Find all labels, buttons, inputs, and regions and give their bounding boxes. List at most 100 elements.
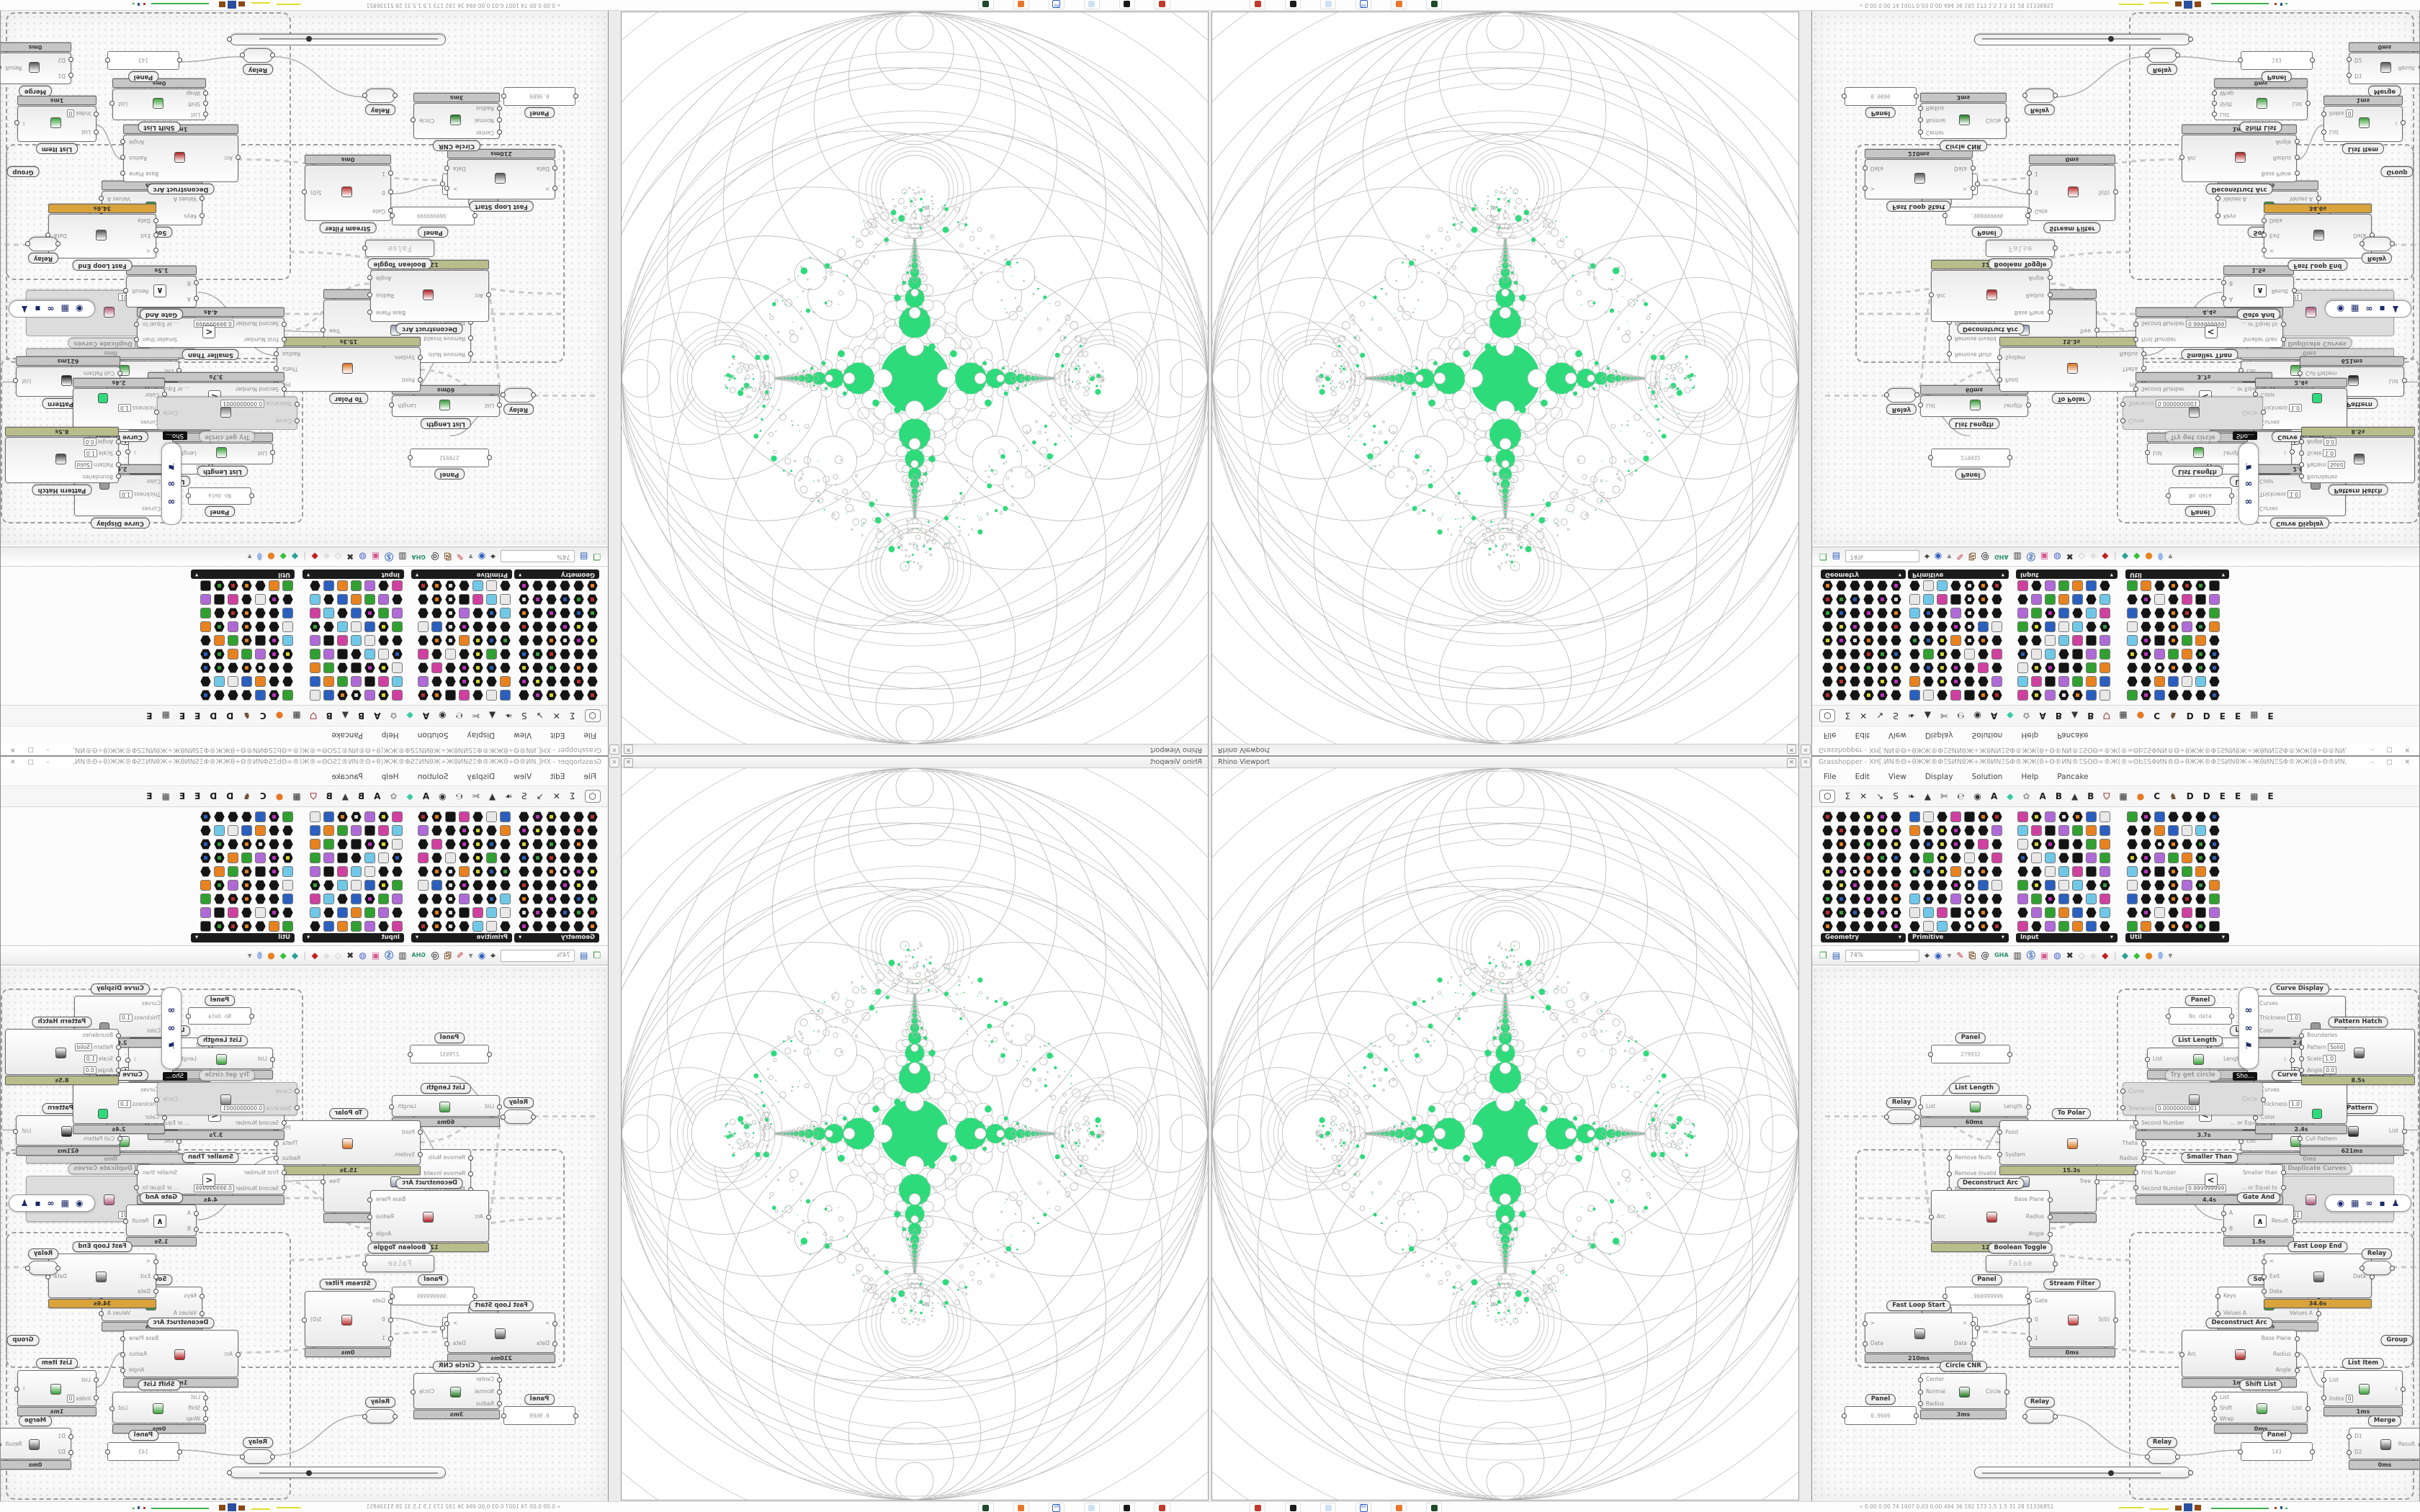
- component-nameplate[interactable]: Deconstruct Arc: [1957, 323, 2024, 334]
- gh-component-number-slider[interactable]: [227, 34, 446, 45]
- input-port[interactable]: [282, 387, 287, 392]
- component-icon[interactable]: [1876, 906, 1888, 919]
- menu-item-solution[interactable]: Solution: [1971, 773, 2003, 781]
- gh-component-fast-loop-end[interactable]: Fast Loop End < Exit Data Data 34.6s: [45, 1241, 158, 1308]
- component-icon[interactable]: [1936, 906, 1948, 919]
- panel-label-primitive[interactable]: Primitive ▾: [1908, 570, 2009, 579]
- component-icon[interactable]: [1876, 920, 1888, 932]
- tab-plugin-4[interactable]: B: [2055, 791, 2062, 801]
- component-icon[interactable]: [444, 811, 457, 823]
- component-body[interactable]: < Exit Data Data: [45, 1254, 158, 1298]
- component-nameplate[interactable]: Circle CNR: [1940, 140, 1987, 151]
- viewport-titlebar[interactable]: Rhino Viewport ✕: [1212, 744, 1798, 755]
- component-nameplate[interactable]: Stream Filter: [319, 1279, 377, 1290]
- component-icon[interactable]: [1890, 621, 1902, 633]
- component-icon[interactable]: [1991, 634, 2003, 647]
- toolbar-icon-0[interactable]: ❐: [1819, 552, 1827, 562]
- component-icon[interactable]: [1909, 838, 1921, 850]
- gh-component-relay[interactable]: Relay: [501, 1097, 536, 1124]
- component-icon[interactable]: [532, 662, 544, 674]
- component-icon[interactable]: [518, 634, 530, 647]
- component-icon[interactable]: [518, 865, 530, 878]
- output-port[interactable]: [1914, 392, 1919, 397]
- toolbar-icon-11[interactable]: Ⓢ: [2026, 552, 2035, 562]
- component-icon[interactable]: [350, 852, 362, 864]
- component-icon[interactable]: [2058, 648, 2070, 660]
- gh-component-to-polar[interactable]: To Polar Point System Phi Theta Radius 15.3s: [1997, 337, 2146, 404]
- component-icon[interactable]: [444, 689, 457, 701]
- component-icon[interactable]: [282, 852, 294, 864]
- component-icon[interactable]: [1876, 675, 1888, 688]
- close-icon[interactable]: ✕: [624, 744, 633, 754]
- component-icon[interactable]: [268, 811, 280, 823]
- component-icon[interactable]: [309, 634, 321, 647]
- toolbar-icon-6[interactable]: ✎: [456, 950, 464, 960]
- component-icon[interactable]: [350, 824, 362, 837]
- component-icon[interactable]: [2085, 920, 2097, 932]
- output-port[interactable]: [2175, 1454, 2180, 1459]
- component-icon[interactable]: [364, 689, 376, 701]
- component-icon[interactable]: [391, 621, 403, 633]
- value-box[interactable]: 0: [66, 1394, 75, 1403]
- component-icon[interactable]: [2154, 634, 2166, 647]
- component-icon[interactable]: [377, 852, 390, 864]
- component-icon[interactable]: [559, 865, 571, 878]
- component-icon[interactable]: [485, 893, 498, 905]
- toolbar-icon-12[interactable]: ▣: [2040, 950, 2049, 960]
- gh-component-panel[interactable]: Panel 143: [2238, 51, 2315, 82]
- component-nameplate[interactable]: Fast Loop Start: [1886, 1300, 1951, 1311]
- component-icon[interactable]: [573, 879, 585, 891]
- window-buttons[interactable]: – □ ✕: [2366, 744, 2415, 755]
- component-icon[interactable]: [2030, 811, 2043, 823]
- output-port[interactable]: [2281, 1185, 2286, 1190]
- component-icon[interactable]: [227, 865, 239, 878]
- component-icon[interactable]: [391, 662, 403, 674]
- output-port[interactable]: [501, 1115, 506, 1120]
- component-icon[interactable]: [1876, 607, 1888, 619]
- component-icon[interactable]: [364, 893, 376, 905]
- component-icon[interactable]: [2140, 852, 2152, 864]
- toolbar-icon-13[interactable]: ◍: [2053, 552, 2061, 562]
- component-icon[interactable]: [431, 648, 443, 660]
- tab-plugin-12[interactable]: D: [226, 791, 234, 801]
- component-icon[interactable]: [268, 662, 280, 674]
- component-icon[interactable]: [573, 689, 585, 701]
- component-icon[interactable]: [2154, 824, 2166, 837]
- component-icon[interactable]: [2030, 621, 2043, 633]
- component-icon[interactable]: [2017, 689, 2029, 701]
- component-icon[interactable]: [1991, 675, 2003, 688]
- component-icon[interactable]: [2181, 824, 2193, 837]
- component-icon[interactable]: [1863, 689, 1875, 701]
- tab-plugin-3[interactable]: A: [2039, 711, 2046, 721]
- component-icon[interactable]: [323, 675, 335, 688]
- toolbar-icon-8[interactable]: @: [430, 552, 439, 562]
- component-icon[interactable]: [431, 879, 443, 891]
- relay-body[interactable]: [2145, 48, 2180, 63]
- component-icon[interactable]: [2181, 689, 2193, 701]
- component-icon[interactable]: [1821, 593, 1834, 606]
- component-icon[interactable]: [573, 838, 585, 850]
- component-icon[interactable]: [532, 893, 544, 905]
- component-icon[interactable]: [2154, 662, 2166, 674]
- component-icon[interactable]: [431, 906, 443, 919]
- taskbar-app-opera[interactable]: [1155, 1503, 1170, 1512]
- input-port[interactable]: [116, 1056, 121, 1061]
- input-port[interactable]: [2133, 1185, 2138, 1190]
- component-icon[interactable]: [545, 893, 557, 905]
- component-icon[interactable]: [2058, 920, 2070, 932]
- component-icon[interactable]: [2167, 634, 2179, 647]
- component-icon[interactable]: [2140, 893, 2152, 905]
- component-icon[interactable]: [336, 593, 349, 606]
- component-icon[interactable]: [2099, 906, 2111, 919]
- component-icon[interactable]: [545, 580, 557, 592]
- component-icon[interactable]: [2126, 580, 2138, 592]
- component-icon[interactable]: [282, 675, 294, 688]
- component-icon[interactable]: [1849, 580, 1861, 592]
- component-icon[interactable]: [1922, 920, 1935, 932]
